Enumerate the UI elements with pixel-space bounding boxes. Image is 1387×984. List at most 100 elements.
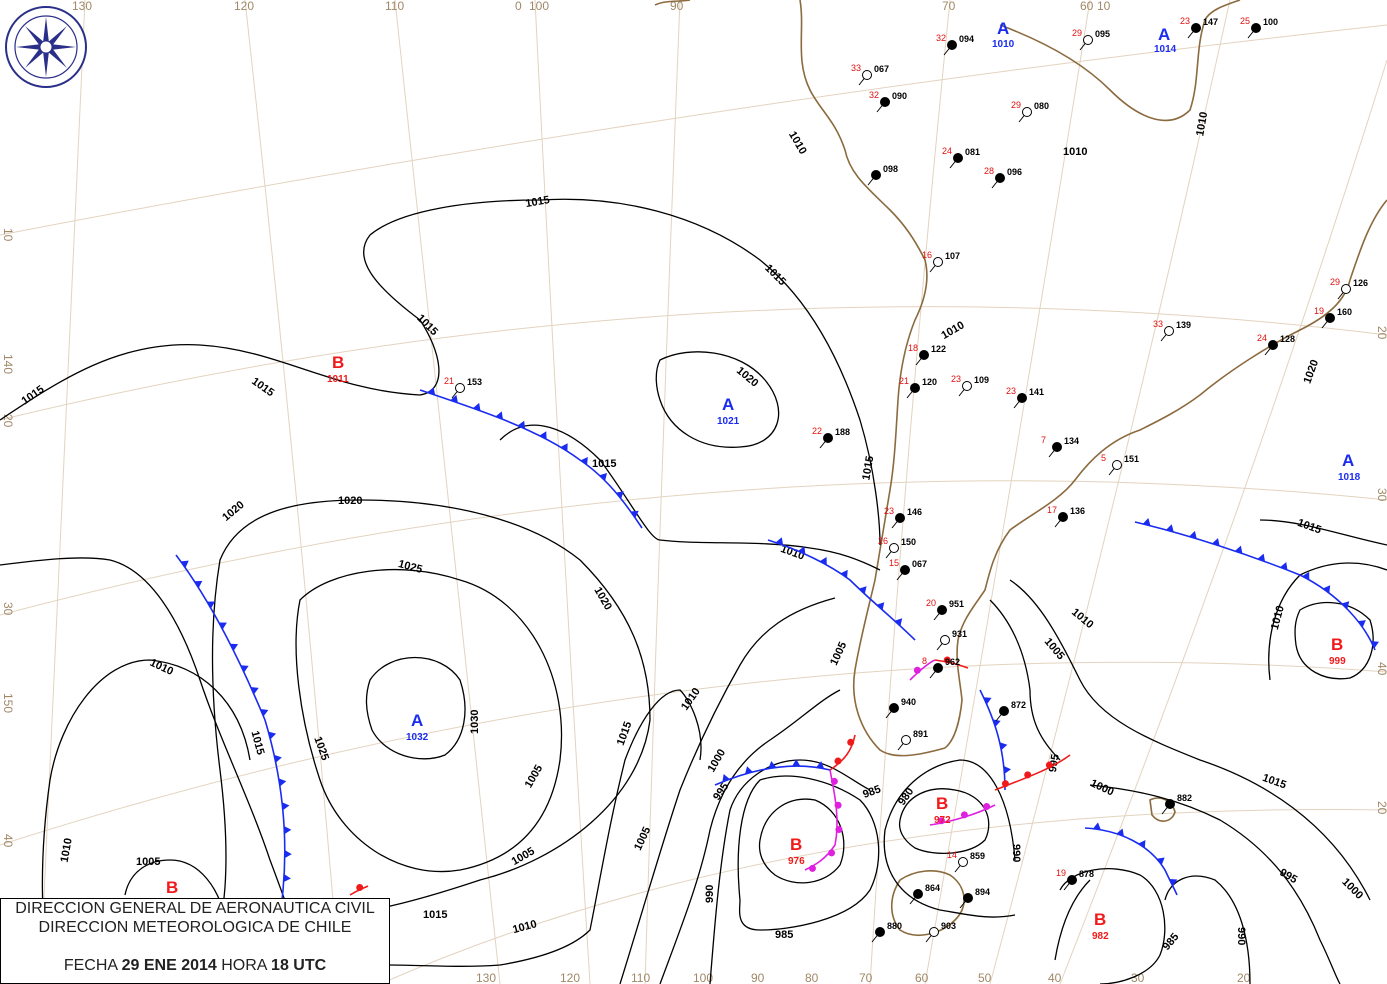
front-symbol <box>284 850 292 859</box>
isobar-label: 1015 <box>592 458 616 470</box>
front-symbol <box>278 778 287 787</box>
isobar-label: 1005 <box>632 825 653 852</box>
cloud-cover-icon <box>947 40 957 50</box>
svg-text:982: 982 <box>1092 931 1109 942</box>
low-center: B 999 <box>1329 635 1346 667</box>
cloud-cover-icon <box>871 170 881 180</box>
station-temperature: 24 <box>1257 333 1267 343</box>
front-symbol <box>1003 765 1012 774</box>
warm-front <box>994 754 1071 791</box>
station-temperature: 5 <box>1101 453 1106 463</box>
svg-text:1021: 1021 <box>717 416 740 427</box>
station-plot: 147 23 <box>1180 16 1218 39</box>
isobar-label: 1005 <box>1042 636 1067 662</box>
front-symbol <box>858 586 867 595</box>
station-temperature: 8 <box>922 656 927 666</box>
station-plot: 100 25 <box>1240 16 1278 39</box>
front-symbol <box>808 864 816 872</box>
isobar-label: 990 <box>704 885 716 903</box>
lon-label: 80 <box>805 971 819 984</box>
station-temperature: 14 <box>947 850 957 860</box>
isobar-label: 990 <box>1010 844 1022 862</box>
cloud-cover-icon <box>963 893 973 903</box>
cloud-cover-icon <box>962 381 972 391</box>
date-value: 29 ENE 2014 <box>121 957 217 974</box>
front-symbol <box>992 719 1001 727</box>
svg-text:B: B <box>332 353 344 372</box>
station-temperature: 7 <box>1041 435 1046 445</box>
isobar-label: 1010 <box>59 837 75 863</box>
cloud-cover-icon <box>875 927 885 937</box>
isobar-label: 1005 <box>510 845 537 868</box>
station-pressure: 122 <box>931 344 946 354</box>
lon-label: 100 <box>693 971 713 984</box>
station-pressure: 094 <box>959 34 974 44</box>
cloud-cover-icon <box>895 513 905 523</box>
station-temperature: 23 <box>1006 386 1016 396</box>
front-symbol <box>1370 641 1379 649</box>
station-plot: 098 <box>867 164 898 186</box>
cold-front <box>714 765 831 786</box>
cold-front <box>1084 827 1178 896</box>
cloud-cover-icon <box>1052 442 1062 452</box>
station-temperature: 19 <box>1314 306 1324 316</box>
front-symbol <box>943 656 951 664</box>
lon-label: 130 <box>476 971 496 984</box>
isobar <box>199 499 651 984</box>
isobar-label: 1020 <box>734 365 760 390</box>
station-pressure: 139 <box>1176 320 1191 330</box>
cloud-cover-icon <box>1268 340 1278 350</box>
cold-front <box>419 389 643 529</box>
front-symbol <box>1142 518 1151 526</box>
front-symbol <box>913 666 921 674</box>
isobar-label: 985 <box>1161 931 1182 953</box>
svg-text:1018: 1018 <box>1338 472 1361 483</box>
front-symbol <box>983 697 992 705</box>
isobar <box>365 656 466 760</box>
station-temperature: 22 <box>812 426 822 436</box>
station-pressure: 095 <box>1095 29 1110 39</box>
isobar <box>883 759 1016 918</box>
time-label: HORA <box>221 957 267 974</box>
station-pressure: 878 <box>1079 869 1094 879</box>
isobar-label: 990 <box>1235 927 1247 945</box>
cloud-cover-icon <box>889 703 899 713</box>
front-symbol <box>472 402 481 411</box>
front-symbol <box>983 803 991 811</box>
front-symbol <box>599 473 608 481</box>
high-center: A 1021 <box>717 395 740 427</box>
svg-text:A: A <box>997 19 1009 38</box>
station-pressure: 894 <box>975 887 990 897</box>
lon-label: 90 <box>751 971 765 984</box>
station-plot: 067 15 <box>889 558 927 581</box>
front-symbol <box>180 560 189 568</box>
station-temperature: 23 <box>1180 16 1190 26</box>
front-symbol <box>819 557 827 566</box>
station-temperature: 32 <box>936 33 946 43</box>
station-pressure: 136 <box>1070 506 1085 516</box>
station-temperature: 24 <box>942 146 952 156</box>
cloud-cover-icon <box>933 663 943 673</box>
isobar-labels: 1015 1015 1015 1015 1015 1015 1015 1020 … <box>20 111 1366 953</box>
cloud-cover-icon <box>1164 326 1174 336</box>
front-symbol <box>274 754 282 763</box>
front-symbol <box>798 546 806 555</box>
station-plot: 146 23 <box>884 506 922 529</box>
front-symbol <box>560 443 568 452</box>
station-pressure: 859 <box>970 851 985 861</box>
front-symbol <box>1169 879 1178 887</box>
isobar <box>0 198 881 546</box>
station-plot: 859 14 <box>947 850 985 873</box>
station-plot: 095 29 <box>1072 28 1110 51</box>
low-center: B 1011 <box>327 353 349 385</box>
station-pressure: 931 <box>952 629 967 639</box>
isobar-label: 1010 <box>679 686 703 713</box>
isobar <box>41 659 251 984</box>
svg-text:A: A <box>1342 451 1354 470</box>
svg-text:B: B <box>1094 910 1106 929</box>
cloud-cover-icon <box>889 543 899 553</box>
station-temperature: 21 <box>444 376 454 386</box>
isobar-label: 1005 <box>136 856 160 868</box>
lon-label: 70 <box>859 971 873 984</box>
